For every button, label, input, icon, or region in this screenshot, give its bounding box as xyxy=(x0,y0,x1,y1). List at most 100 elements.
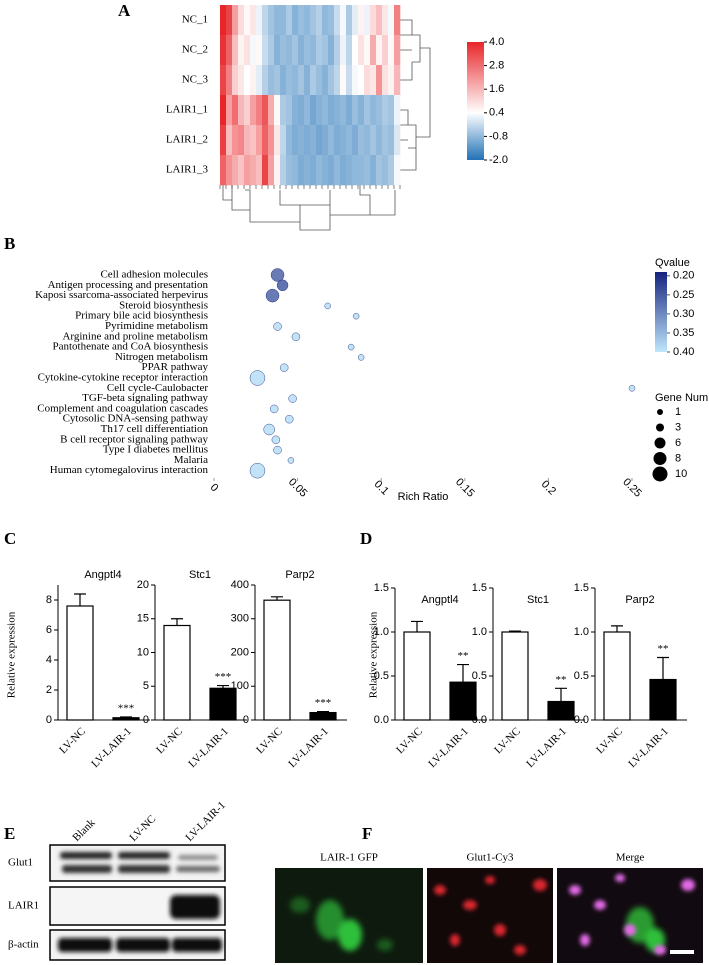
x-tick-label: 0.15 xyxy=(453,476,477,500)
heat-cell xyxy=(280,125,287,156)
heat-cell xyxy=(298,35,305,66)
bubble xyxy=(352,313,360,320)
heat-cell xyxy=(286,35,293,66)
heat-cell xyxy=(262,65,269,96)
term-label: TGF-beta signaling pathway xyxy=(82,392,208,404)
bar xyxy=(163,624,191,721)
heat-cell xyxy=(334,125,341,156)
y-tick-label: 8 xyxy=(46,594,52,606)
y-tick-label: 0.5 xyxy=(374,670,389,682)
x-tick-label: 0 xyxy=(208,482,221,495)
y-tick-label: 0 xyxy=(143,714,149,726)
x-tick-label: LV-NC xyxy=(394,725,425,756)
bar xyxy=(403,631,431,721)
heat-cell xyxy=(238,35,245,66)
heat-cell xyxy=(262,155,269,186)
error-bar xyxy=(171,618,183,626)
term-label: Cell cycle-Caulobacter xyxy=(107,382,208,394)
heat-cell xyxy=(358,5,365,36)
heat-cell xyxy=(286,95,293,126)
heat-cell xyxy=(316,35,323,66)
term-label: Type I diabetes mellitus xyxy=(103,444,208,456)
heat-cell xyxy=(226,5,233,36)
heat-cell xyxy=(250,155,257,186)
heat-cell xyxy=(334,35,341,66)
y-tick-label: 300 xyxy=(231,613,249,625)
heat-cell xyxy=(250,95,257,126)
heat-cell xyxy=(334,5,341,36)
heat-cell xyxy=(274,65,281,96)
heat-cell xyxy=(250,5,257,36)
y-tick-label: 0.0 xyxy=(574,714,589,726)
y-tick-label: 2 xyxy=(46,684,52,696)
heat-cell xyxy=(322,5,329,36)
bubble xyxy=(276,279,289,291)
heat-cell xyxy=(364,155,371,186)
y-tick-label: 1.5 xyxy=(374,582,389,594)
heat-cell xyxy=(280,5,287,36)
panel-letter: D xyxy=(360,529,372,548)
heat-cell xyxy=(328,95,335,126)
bubble xyxy=(249,370,266,386)
heat-cell xyxy=(382,35,389,66)
heat-cell xyxy=(364,125,371,156)
heat-cell xyxy=(262,35,269,66)
heat-cell xyxy=(388,125,395,156)
heat-cell xyxy=(304,65,311,96)
bubble xyxy=(347,343,355,351)
col-dendrogram xyxy=(222,185,396,231)
panel-letter: C xyxy=(4,529,16,548)
bar xyxy=(547,700,575,721)
y-tick-label: 5 xyxy=(143,680,149,692)
chart-title: Parp2 xyxy=(625,594,654,606)
heat-cell xyxy=(322,35,329,66)
heat-cell xyxy=(298,5,305,36)
heat-cell xyxy=(298,65,305,96)
bands xyxy=(58,852,222,952)
bar xyxy=(112,717,140,721)
x-tick-label: LV-LAIR-1 xyxy=(626,725,671,770)
heat-cell xyxy=(328,65,335,96)
x-tick-label: LV-NC xyxy=(594,725,625,756)
colorbar-label: 0.25 xyxy=(673,289,694,301)
heat-cell xyxy=(256,65,263,96)
bubble xyxy=(291,332,301,341)
heat-cell xyxy=(238,5,245,36)
heat-cell xyxy=(352,35,359,66)
bubble xyxy=(287,457,295,464)
heat-cell xyxy=(262,5,269,36)
error-bar xyxy=(317,710,329,713)
heat-cell xyxy=(304,155,311,186)
heat-cell xyxy=(394,5,401,36)
heat-cell xyxy=(220,65,227,96)
heat-cell xyxy=(394,65,401,96)
bubble xyxy=(263,423,275,436)
heat-cell xyxy=(376,125,383,156)
x-axis-label: Rich Ratio xyxy=(398,491,449,503)
heat-cell xyxy=(232,65,239,96)
bubble xyxy=(249,463,266,479)
heat-cell xyxy=(382,125,389,156)
significance: *** xyxy=(118,703,135,715)
colorbar-title: Qvalue xyxy=(655,257,690,269)
heat-cell xyxy=(394,155,401,186)
x-tick-label: 0.2 xyxy=(539,478,558,497)
heat-cell xyxy=(358,155,365,186)
heat-cell xyxy=(280,155,287,186)
heat-cell xyxy=(220,155,227,186)
heat-cell xyxy=(250,65,257,96)
heat-cell xyxy=(352,125,359,156)
heat-cell xyxy=(232,5,239,36)
heat-cell xyxy=(304,35,311,66)
heat-cell xyxy=(310,155,317,186)
colorbar xyxy=(655,272,667,352)
error-bar xyxy=(555,687,567,702)
heat-cell xyxy=(286,155,293,186)
y-tick-label: 6 xyxy=(46,624,52,636)
x-tick-label: LV-NC xyxy=(254,725,285,756)
heat-cell xyxy=(358,125,365,156)
error-bar xyxy=(271,596,283,601)
x-tick-label: LV-NC xyxy=(492,725,523,756)
heat-cell xyxy=(340,35,347,66)
heat-cell xyxy=(268,95,275,126)
